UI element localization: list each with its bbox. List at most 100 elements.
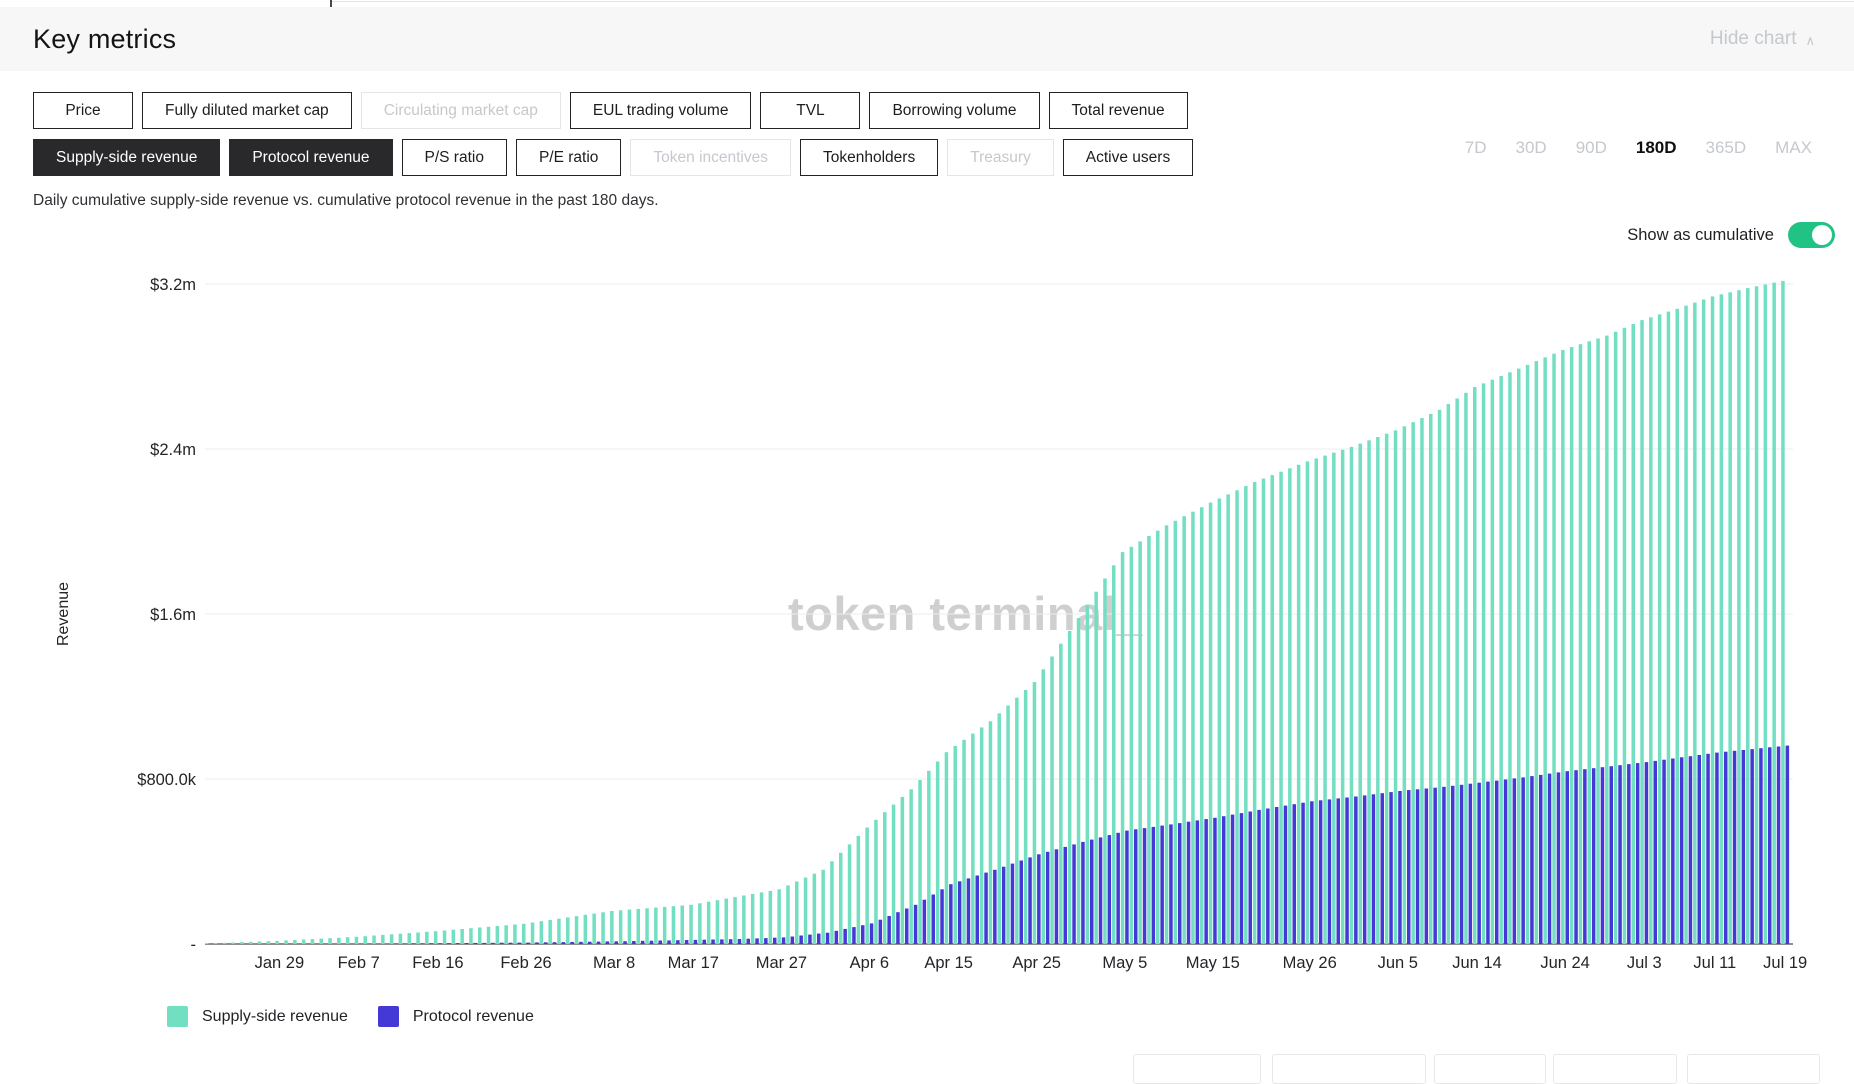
chart-legend: Supply-side revenue Protocol revenue [167,1006,534,1027]
protocol-bar [905,908,909,944]
protocol-bar [1028,857,1032,944]
x-tick-label: Apr 15 [924,954,973,972]
protocol-bar [1433,787,1437,944]
metric-tab-p-e-ratio[interactable]: P/E ratio [515,139,622,176]
supply-side-bar [1059,643,1063,944]
protocol-bar [1301,802,1305,944]
protocol-bar [473,942,478,944]
range-180d[interactable]: 180D [1635,138,1677,157]
protocol-bar [1310,801,1314,944]
range-30d[interactable]: 30D [1515,138,1547,157]
supply-side-bar [610,911,614,944]
metric-tab-active-users[interactable]: Active users [1062,139,1194,176]
protocol-bar [1556,772,1561,944]
supply-side-bar [645,908,649,945]
protocol-bar [1459,784,1464,944]
supply-side-bar [495,926,500,944]
protocol-bar [1468,783,1473,944]
protocol-bar [957,881,962,944]
protocol-bar [1398,791,1402,944]
metric-row-2: Supply-side revenue Protocol revenue P/S r… [33,139,1854,176]
protocol-bar [1292,804,1296,944]
protocol-bar [544,942,548,944]
range-7d[interactable]: 7D [1464,138,1487,157]
protocol-bar [1204,819,1208,944]
range-90d[interactable]: 90D [1575,138,1607,157]
supply-side-bar [213,943,218,944]
supply-side-bar [381,934,385,944]
supply-side-bar [1473,387,1477,945]
metric-tab-tvl[interactable]: TVL [760,92,861,129]
metric-tab-supply-side-revenue[interactable]: Supply-side revenue [33,139,221,176]
protocol-bar [1134,829,1138,944]
metric-tab-protocol-revenue[interactable]: Protocol revenue [229,139,393,176]
protocol-bar [852,927,856,944]
supply-side-bar [1349,446,1354,944]
supply-side-bar [1429,413,1433,944]
protocol-bar [1495,780,1499,944]
protocol-bar [693,939,698,944]
range-selector: 7D 30D 90D 180D 365D MAX [1465,138,1812,158]
metric-tab-fully-diluted-market-cap[interactable]: Fully diluted market cap [142,92,352,129]
protocol-bar [491,942,495,944]
protocol-bar [1627,764,1631,944]
supply-side-bar [891,804,896,944]
protocol-bar [1072,844,1076,944]
supply-side-bar [1208,502,1213,944]
supply-side-bar [671,906,676,944]
cumulative-toggle-switch[interactable] [1788,222,1835,248]
chevron-up-icon: ∧ [1805,32,1815,48]
supply-side-bar [1332,452,1336,944]
metric-tab-price[interactable]: Price [33,92,133,129]
x-tick-label: Feb 26 [500,954,551,972]
protocol-bar [1195,820,1200,944]
supply-side-bar [1288,468,1292,944]
range-max[interactable]: MAX [1775,138,1812,157]
metric-tab-p-s-ratio[interactable]: P/S ratio [401,139,507,176]
metric-tab-borrowing-volume[interactable]: Borrowing volume [869,92,1040,129]
supply-side-bar [1156,530,1160,944]
supply-side-bar [1041,669,1045,944]
protocol-bar [1001,866,1006,944]
protocol-bar [552,942,557,944]
legend-protocol-revenue[interactable]: Protocol revenue [377,1006,534,1027]
supply-side-bar [1296,464,1301,944]
hide-chart-button[interactable]: Hide chart ∧ [1710,28,1815,50]
cumulative-toggle-row: Show as cumulative [1627,222,1835,248]
supply-side-bar [1737,290,1741,944]
legend-supply-side-revenue[interactable]: Supply-side revenue [167,1006,348,1027]
supply-side-bar [398,933,403,944]
supply-side-bar [724,898,728,944]
cumulative-toggle-label: Show as cumulative [1627,225,1774,244]
protocol-bar [834,930,839,944]
protocol-bar [376,943,381,944]
supply-side-bar [530,922,535,944]
supply-side-swatch-icon [167,1006,188,1027]
metric-tab-tokenholders[interactable]: Tokenholders [800,139,939,176]
protocol-bar [790,936,795,944]
metric-tab-token-incentives: Token incentives [630,139,791,176]
protocol-bar [526,942,530,944]
supply-side-bar [742,895,746,944]
supply-side-bar [337,937,341,944]
protocol-bar [1213,817,1217,944]
protocol-bar [1477,782,1481,944]
protocol-bar [1090,839,1094,944]
metric-tab-eul-trading-volume[interactable]: EUL trading volume [569,92,752,129]
supply-side-bar [1006,705,1010,944]
metric-row-1: Price Fully diluted market cap Circulating… [33,92,1854,129]
partial-button [1687,1054,1820,1084]
x-tick-label: Apr 25 [1012,954,1061,972]
protocol-bar [1539,774,1543,944]
protocol-bar [1239,813,1244,944]
protocol-bar [1662,759,1666,944]
metric-tab-total-revenue[interactable]: Total revenue [1048,92,1188,129]
protocol-bar [1037,854,1041,944]
range-365d[interactable]: 365D [1705,138,1747,157]
protocol-bar [1283,805,1288,944]
supply-side-bar [821,869,825,945]
supply-side-bar [1490,379,1495,944]
supply-side-bar [231,942,235,944]
supply-side-bar [1050,656,1054,944]
supply-side-bar [354,936,359,944]
